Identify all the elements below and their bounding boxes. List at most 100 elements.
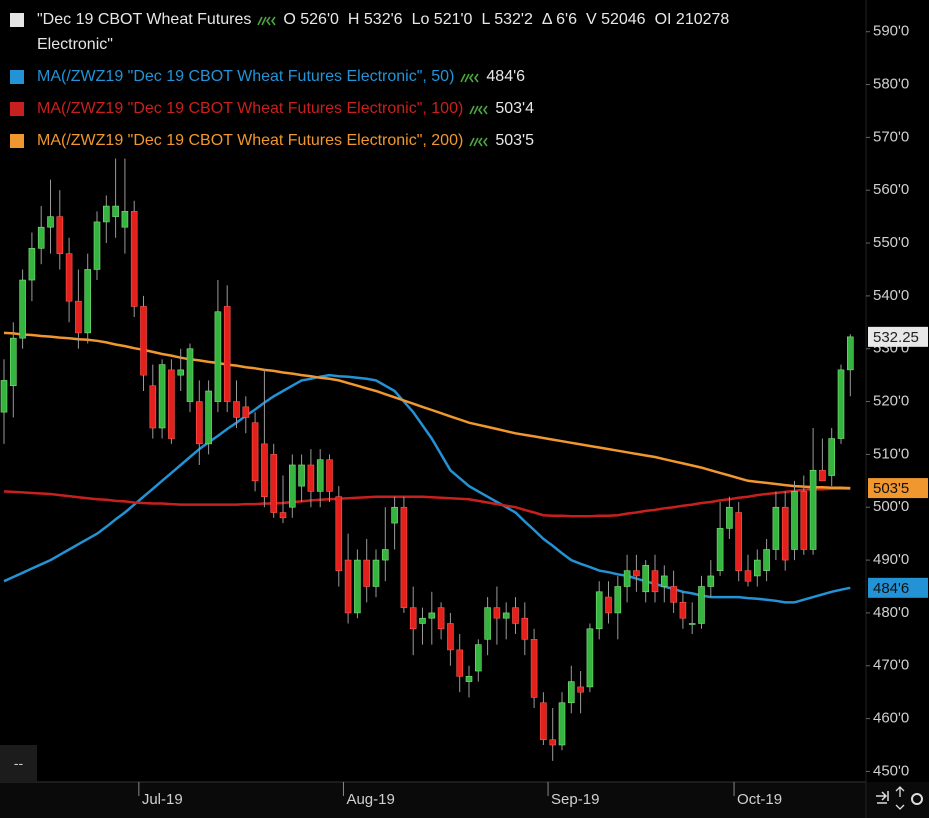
candle-body bbox=[354, 559, 361, 614]
candle-body bbox=[121, 211, 129, 228]
candle-body bbox=[75, 300, 82, 334]
quote-item: L 532'2 bbox=[481, 11, 533, 28]
candle-body bbox=[605, 596, 612, 614]
candles bbox=[0, 158, 854, 761]
y-tick-label: 500'0 bbox=[873, 498, 909, 515]
candle-body bbox=[512, 607, 519, 624]
candle-body bbox=[326, 459, 333, 492]
candle-body bbox=[660, 575, 668, 587]
candle-body bbox=[679, 602, 687, 619]
legend-swatch bbox=[10, 102, 24, 116]
y-tick-label: 550'0 bbox=[873, 234, 909, 251]
settings-icon[interactable] bbox=[876, 786, 923, 810]
left-button[interactable]: -- bbox=[0, 745, 37, 781]
quote: O 526'0 H 532'6 Lo 521'0 L 532'2 Δ 6'6 V 5204… bbox=[283, 11, 738, 29]
candle-body bbox=[214, 311, 222, 402]
title: Electronic" bbox=[37, 36, 113, 53]
trend-icon bbox=[257, 16, 276, 26]
candle-body bbox=[846, 336, 854, 371]
ma-line bbox=[3, 331, 851, 490]
candle-body bbox=[409, 607, 417, 630]
candle-body bbox=[242, 406, 250, 418]
symbol-swatch bbox=[10, 13, 24, 27]
candle-body bbox=[103, 205, 110, 223]
candle-body bbox=[335, 496, 343, 571]
candle-body bbox=[456, 649, 464, 677]
candle-body bbox=[772, 506, 780, 550]
candle-body bbox=[651, 570, 659, 593]
last-price-tag bbox=[868, 326, 928, 347]
y-tick-label: 590'0 bbox=[873, 23, 909, 40]
candle-body bbox=[65, 253, 73, 302]
candle-body bbox=[791, 491, 798, 550]
x-tick-label: Aug-19 bbox=[346, 791, 394, 808]
candle-body bbox=[586, 628, 594, 688]
x-tick-label: Oct-19 bbox=[737, 791, 782, 808]
legend-swatch bbox=[10, 70, 24, 84]
candle-body bbox=[168, 369, 175, 439]
candle-body bbox=[670, 586, 677, 603]
candle-body bbox=[363, 559, 371, 587]
candle-body bbox=[149, 385, 157, 429]
legend-value: 484'6 bbox=[486, 68, 526, 85]
ma-tag bbox=[868, 478, 928, 499]
candle-body bbox=[698, 586, 705, 624]
candle-body bbox=[521, 617, 529, 640]
candle-body bbox=[158, 364, 166, 429]
candle-body bbox=[261, 443, 268, 497]
candle-body bbox=[10, 337, 17, 387]
candle-body bbox=[465, 676, 473, 682]
quote-item: V 52046 bbox=[585, 11, 646, 28]
candle-body bbox=[270, 454, 278, 513]
ma-tag-label: 484'6 bbox=[873, 580, 909, 597]
candle-body bbox=[623, 570, 631, 587]
candle-body bbox=[781, 506, 789, 561]
y-tick-label: 540'0 bbox=[873, 287, 909, 304]
candle-body bbox=[47, 216, 54, 228]
trend-icon bbox=[469, 105, 488, 115]
quote-item: O 526'0 bbox=[283, 11, 339, 28]
x-tick-label: Sep-19 bbox=[551, 791, 599, 808]
quote-item: Lo 521'0 bbox=[411, 11, 473, 28]
candle-body bbox=[763, 549, 770, 571]
candle-body bbox=[735, 512, 743, 571]
y-tick-label: 570'0 bbox=[873, 128, 909, 145]
candle-body bbox=[744, 570, 752, 582]
candle-body bbox=[530, 639, 538, 698]
candle-body bbox=[186, 348, 194, 402]
ma-line bbox=[3, 373, 851, 604]
candle-body bbox=[800, 491, 808, 550]
candle-body bbox=[205, 390, 212, 445]
candle-body bbox=[307, 464, 315, 492]
y-tick-label: 490'0 bbox=[873, 551, 909, 568]
candle-body bbox=[540, 702, 547, 741]
legend-name: MA(/ZWZ19 "Dec 19 CBOT Wheat Futures Ele… bbox=[37, 68, 455, 85]
x-tick-label: Jul-19 bbox=[142, 791, 183, 808]
candle-body bbox=[372, 559, 380, 587]
candle-body bbox=[37, 226, 45, 249]
candle-body bbox=[288, 464, 296, 508]
candle-body bbox=[595, 591, 603, 630]
candle-body bbox=[558, 702, 566, 746]
y-tick-label: 460'0 bbox=[873, 710, 909, 727]
legend-value: 503'5 bbox=[495, 132, 534, 149]
candle-body bbox=[549, 739, 557, 746]
candle-body bbox=[484, 607, 491, 640]
candle-body bbox=[577, 686, 584, 693]
legend-swatch bbox=[10, 134, 24, 148]
title: "Dec 19 CBOT Wheat Futures bbox=[37, 11, 252, 28]
candle-body bbox=[19, 279, 26, 339]
quote-item: OI 210278 bbox=[654, 11, 730, 28]
quote-item: H 532'6 bbox=[347, 11, 403, 28]
candle-body bbox=[837, 369, 845, 439]
header-line-2: Electronic" bbox=[37, 36, 113, 54]
ma-tag bbox=[868, 577, 928, 598]
candle-body bbox=[233, 401, 240, 418]
legend-value: 503'4 bbox=[495, 100, 534, 117]
legend-entry: MA(/ZWZ19 "Dec 19 CBOT Wheat Futures Ele… bbox=[10, 132, 534, 150]
candle-body bbox=[56, 216, 64, 254]
candle-body bbox=[614, 586, 622, 614]
candle-body bbox=[753, 559, 761, 577]
candle-body bbox=[279, 512, 287, 519]
